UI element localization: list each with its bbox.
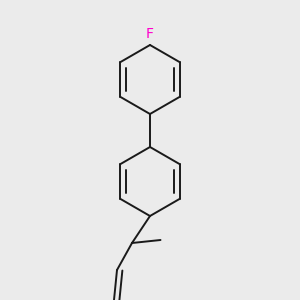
Text: F: F <box>146 27 154 41</box>
